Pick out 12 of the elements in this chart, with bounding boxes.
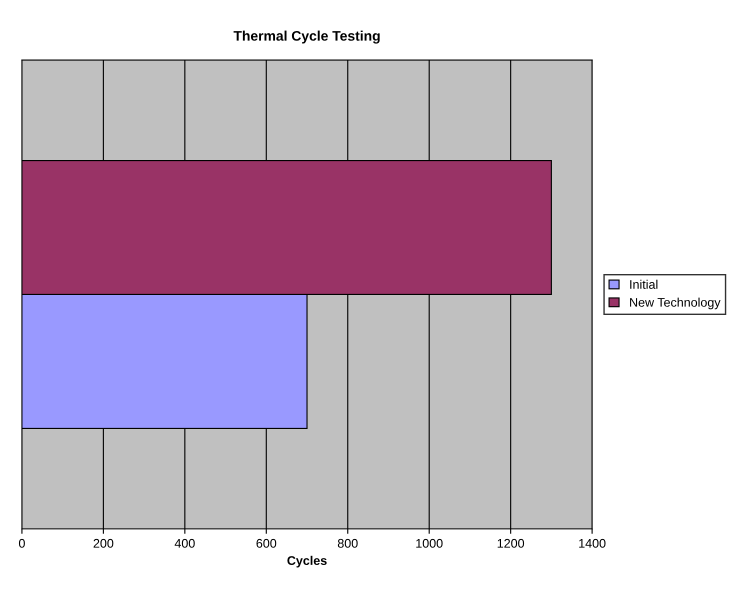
x-tick-label: 600: [256, 538, 276, 548]
x-tick-label: 800: [338, 538, 358, 548]
x-tick-label: 0: [18, 538, 25, 548]
x-tick-label: 1000: [416, 538, 443, 548]
legend-label: Initial: [630, 280, 658, 289]
x-tick-label: 1200: [498, 538, 524, 548]
chart-title: Thermal Cycle Testing: [234, 30, 380, 44]
x-axis-title: Cycles: [287, 556, 327, 568]
x-tick-label: 400: [174, 538, 195, 548]
legend-label: New Technology: [630, 298, 721, 310]
x-tick-label: 200: [94, 538, 114, 548]
x-tick-label: 1400: [579, 538, 606, 548]
